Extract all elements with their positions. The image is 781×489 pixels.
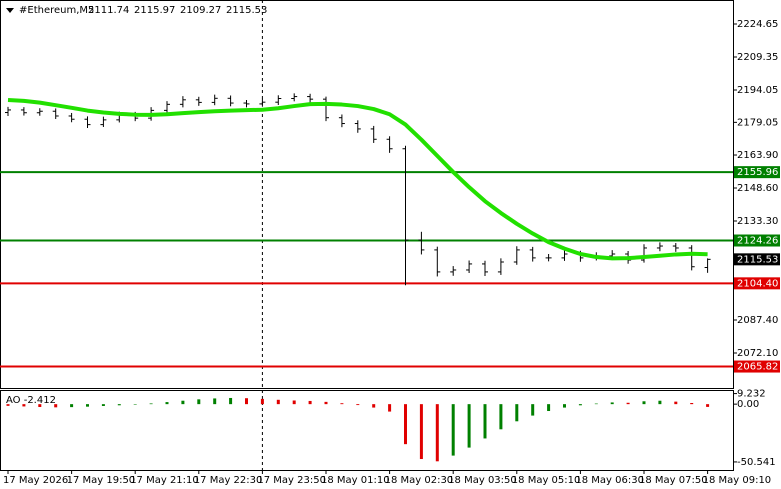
y-tick-label: 0.00 — [737, 399, 759, 410]
chart-title: #Ethereum,M5 — [19, 5, 94, 16]
level-label: 2155.96 — [737, 167, 778, 178]
header-low: 2109.27 — [180, 5, 221, 16]
header-open: 2111.74 — [88, 5, 129, 16]
x-tick-label: 18 May 06:30 — [575, 475, 644, 486]
ao-bar — [626, 402, 630, 405]
y-tick-label: 2072.10 — [737, 348, 778, 359]
ao-bar — [133, 404, 137, 405]
ao-title: AO -2.412 — [6, 395, 56, 406]
ao-bar — [229, 397, 233, 405]
ao-bar — [690, 403, 694, 405]
ao-bar — [467, 404, 471, 448]
x-tick-label: 17 May 19:50 — [67, 475, 136, 486]
ao-bar — [563, 404, 566, 408]
level-tag — [734, 277, 780, 290]
level-tag — [734, 166, 780, 179]
y-tick-label: 2087.40 — [737, 315, 778, 326]
ao-bar — [658, 400, 662, 405]
x-tick-label: 17 May 23:50 — [257, 475, 326, 486]
ao-bar — [451, 404, 455, 456]
ao-bar — [531, 404, 535, 416]
main-panel — [0, 0, 734, 389]
ao-bar — [292, 400, 296, 405]
ao-bar — [515, 404, 519, 422]
header-close: 2115.53 — [226, 5, 267, 16]
ao-bar — [483, 404, 487, 439]
ao-bar — [213, 398, 217, 405]
x-tick-label: 17 May 22:30 — [194, 475, 263, 486]
ao-bar — [499, 404, 503, 430]
level-label: 2065.82 — [737, 362, 778, 373]
y-tick-label: 2179.05 — [737, 117, 778, 128]
x-tick-label: 18 May 07:50 — [639, 475, 708, 486]
ao-bar — [610, 402, 614, 405]
ao-bar — [22, 404, 26, 407]
x-tick-label: 18 May 01:10 — [321, 475, 390, 486]
ao-bar — [181, 400, 185, 405]
ao-bar — [578, 404, 582, 406]
ao-bar — [706, 404, 710, 407]
ao-bar — [674, 401, 678, 405]
ao-bar — [388, 404, 392, 412]
ao-bar — [38, 404, 42, 408]
price-label: 2115.53 — [737, 254, 778, 265]
moving-average — [7, 98, 708, 261]
ao-bar — [117, 404, 121, 406]
level-tag — [734, 234, 780, 247]
ao-bar — [197, 399, 201, 405]
y-tick-label: 2209.35 — [737, 52, 778, 63]
header-high: 2115.97 — [134, 5, 175, 16]
ao-bar — [404, 404, 407, 445]
x-tick-label: 18 May 03:50 — [448, 475, 517, 486]
x-tick-label: 17 May 21:10 — [130, 475, 199, 486]
y-tick-label: 2148.60 — [737, 183, 778, 194]
ao-panel — [0, 390, 734, 471]
y-tick-label: -50.541 — [737, 457, 776, 468]
ao-bar — [547, 404, 551, 412]
level-label: 2104.40 — [737, 278, 778, 289]
price-tag — [734, 253, 780, 266]
ao-bar — [435, 404, 439, 462]
ao-bar — [101, 404, 105, 406]
ao-bar — [324, 401, 328, 405]
level-tag — [734, 360, 780, 373]
ao-bar — [372, 404, 376, 408]
ao-bar — [6, 404, 10, 406]
x-tick-label: 18 May 09:10 — [703, 475, 772, 486]
x-tick-label: 18 May 05:10 — [512, 475, 581, 486]
ao-bar — [642, 401, 646, 405]
ao-bar — [70, 404, 74, 408]
level-label: 2124.26 — [737, 236, 778, 247]
ao-bar — [260, 398, 264, 405]
ao-bar — [245, 398, 248, 405]
y-tick-label: 2194.05 — [737, 85, 778, 96]
ao-bar — [149, 403, 153, 405]
ao-bar — [594, 403, 598, 405]
menu-arrow[interactable] — [6, 8, 14, 13]
y-tick-label: 2133.30 — [737, 216, 778, 227]
y-tick-label: 2224.65 — [737, 19, 778, 30]
ao-bar — [86, 404, 89, 407]
ao-bar — [419, 404, 423, 460]
x-tick-label: 18 May 02:30 — [385, 475, 454, 486]
y-tick-label: 9.232 — [737, 389, 766, 400]
ao-bar — [356, 404, 360, 406]
ao-bar — [340, 403, 344, 405]
ao-bar — [165, 402, 169, 405]
ao-bar — [308, 400, 312, 405]
ao-bar — [276, 399, 280, 405]
x-tick-label: 17 May 2026 — [3, 475, 68, 486]
y-tick-label: 2163.90 — [737, 150, 778, 161]
ao-bar — [54, 404, 58, 408]
